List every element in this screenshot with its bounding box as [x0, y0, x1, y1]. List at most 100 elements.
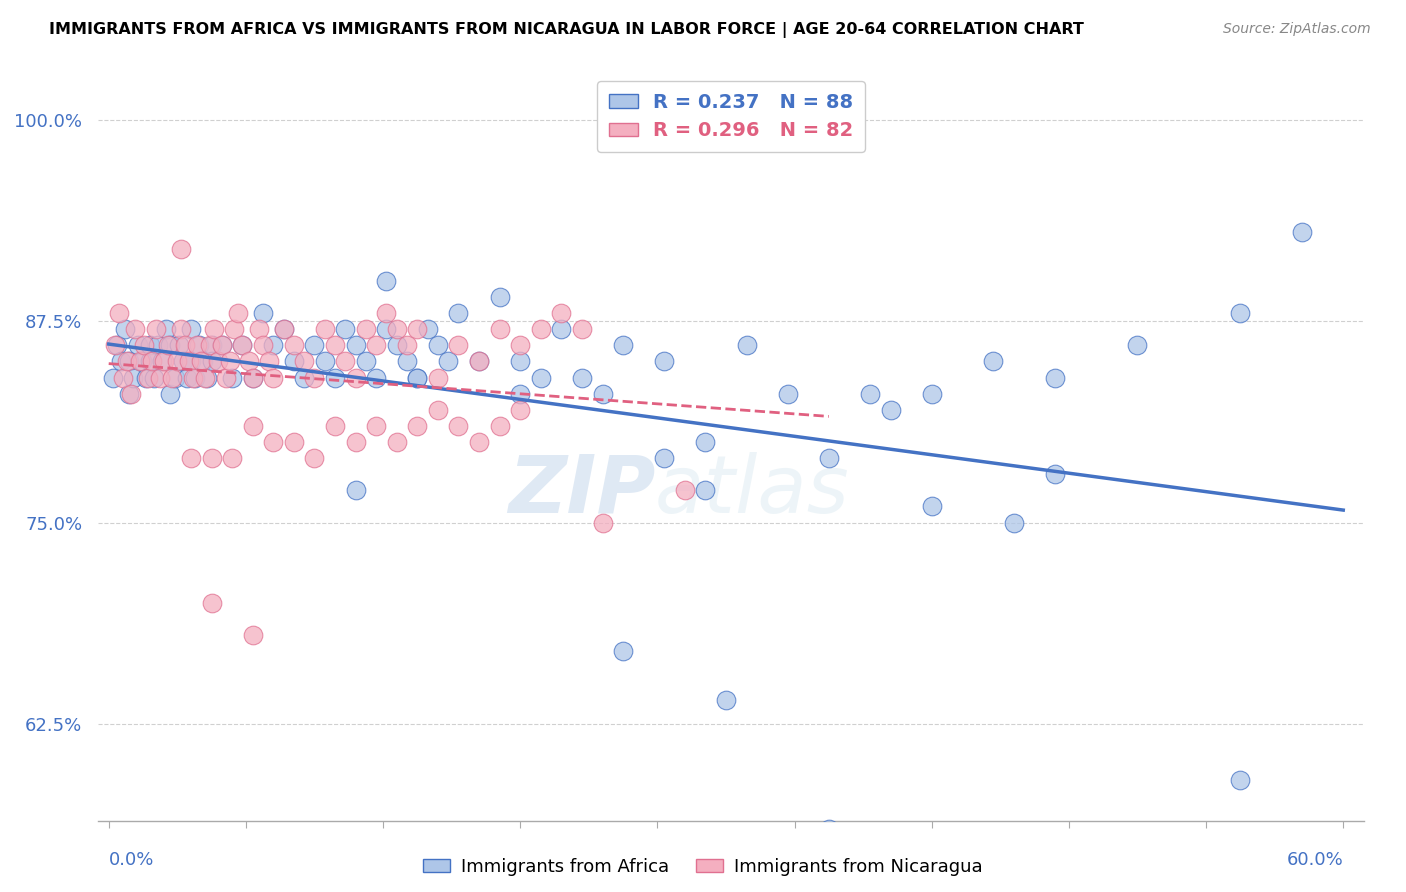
Point [221, 451, 243, 466]
Point [571, 322, 593, 336]
Point [530, 370, 553, 384]
Point [304, 451, 326, 466]
Point [292, 354, 315, 368]
Point [242, 628, 264, 642]
Point [612, 338, 634, 352]
Point [406, 370, 429, 384]
Point [335, 354, 357, 368]
Point [252, 338, 274, 352]
Point [1291, 226, 1313, 240]
Point [385, 338, 408, 352]
Point [184, 370, 207, 384]
Point [571, 370, 593, 384]
Point [695, 434, 717, 449]
Point [612, 644, 634, 658]
Point [159, 338, 181, 352]
Text: Source: ZipAtlas.com: Source: ZipAtlas.com [1223, 22, 1371, 37]
Point [257, 354, 280, 368]
Point [314, 322, 336, 336]
Point [488, 418, 510, 433]
Point [242, 370, 264, 384]
Point [262, 338, 284, 352]
Point [190, 354, 212, 368]
Point [231, 338, 253, 352]
Point [128, 354, 150, 368]
Point [859, 386, 882, 401]
Point [262, 370, 284, 384]
Point [150, 354, 173, 368]
Text: atlas: atlas [655, 452, 851, 530]
Point [366, 338, 388, 352]
Point [426, 402, 449, 417]
Point [406, 322, 429, 336]
Point [344, 483, 367, 498]
Text: 0.0%: 0.0% [108, 851, 155, 869]
Point [375, 306, 398, 320]
Point [120, 386, 142, 401]
Point [131, 354, 153, 368]
Point [193, 354, 215, 368]
Point [132, 338, 155, 352]
Point [105, 338, 128, 352]
Point [219, 354, 242, 368]
Point [224, 322, 246, 336]
Point [247, 322, 270, 336]
Point [135, 370, 157, 384]
Point [1126, 338, 1149, 352]
Point [242, 370, 264, 384]
Point [115, 354, 138, 368]
Point [180, 354, 202, 368]
Point [314, 354, 336, 368]
Point [180, 322, 202, 336]
Point [221, 370, 243, 384]
Point [530, 322, 553, 336]
Point [776, 386, 799, 401]
Point [344, 370, 367, 384]
Point [1229, 306, 1251, 320]
Point [1043, 370, 1066, 384]
Point [592, 516, 614, 530]
Point [468, 354, 491, 368]
Point [323, 370, 346, 384]
Point [714, 693, 737, 707]
Point [139, 338, 162, 352]
Point [1002, 516, 1025, 530]
Point [550, 306, 572, 320]
Point [167, 338, 190, 352]
Point [447, 306, 470, 320]
Point [488, 322, 510, 336]
Point [426, 338, 449, 352]
Point [283, 338, 305, 352]
Point [468, 434, 491, 449]
Point [143, 370, 166, 384]
Point [550, 322, 572, 336]
Point [323, 338, 346, 352]
Point [124, 322, 146, 336]
Text: IMMIGRANTS FROM AFRICA VS IMMIGRANTS FROM NICARAGUA IN LABOR FORCE | AGE 20-64 C: IMMIGRANTS FROM AFRICA VS IMMIGRANTS FRO… [49, 22, 1084, 38]
Point [1229, 773, 1251, 788]
Point [188, 338, 211, 352]
Point [509, 386, 531, 401]
Point [385, 434, 408, 449]
Point [375, 322, 398, 336]
Point [104, 338, 127, 352]
Point [273, 322, 295, 336]
Point [366, 370, 388, 384]
Point [166, 354, 188, 368]
Point [155, 322, 177, 336]
Text: ZIP: ZIP [508, 452, 655, 530]
Point [108, 306, 131, 320]
Point [200, 338, 222, 352]
Point [592, 386, 614, 401]
Point [231, 338, 253, 352]
Point [202, 322, 225, 336]
Point [172, 354, 194, 368]
Point [344, 434, 367, 449]
Point [509, 402, 531, 417]
Point [211, 338, 233, 352]
Point [262, 434, 284, 449]
Point [242, 418, 264, 433]
Point [114, 322, 136, 336]
Point [238, 354, 260, 368]
Point [207, 354, 229, 368]
